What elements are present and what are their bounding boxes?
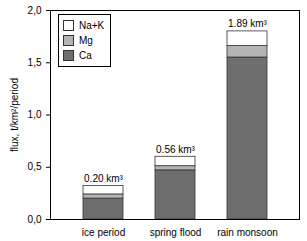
- svg-text:1,5: 1,5: [28, 57, 42, 68]
- svg-text:0.56 km³: 0.56 km³: [156, 144, 196, 155]
- svg-text:2,0: 2,0: [28, 5, 42, 16]
- html-text:Mg: Mg: [79, 35, 93, 46]
- svg-text:0,5: 0,5: [28, 161, 42, 172]
- html-text:Na+K: Na+K: [79, 20, 105, 31]
- svg-text:rain monsoon: rain monsoon: [217, 227, 278, 238]
- svg-text:1.89 km³: 1.89 km³: [228, 18, 268, 29]
- svg-text:ice period: ice period: [82, 227, 125, 238]
- svg-text:1,0: 1,0: [28, 109, 42, 120]
- svg-text:flux, t/km²/period: flux, t/km²/period: [9, 78, 20, 152]
- html-text:Ca: Ca: [79, 50, 92, 61]
- svg-text:spring flood: spring flood: [150, 227, 202, 238]
- svg-text:0,0: 0,0: [28, 214, 42, 225]
- svg-text:0.20 km³: 0.20 km³: [84, 173, 124, 184]
